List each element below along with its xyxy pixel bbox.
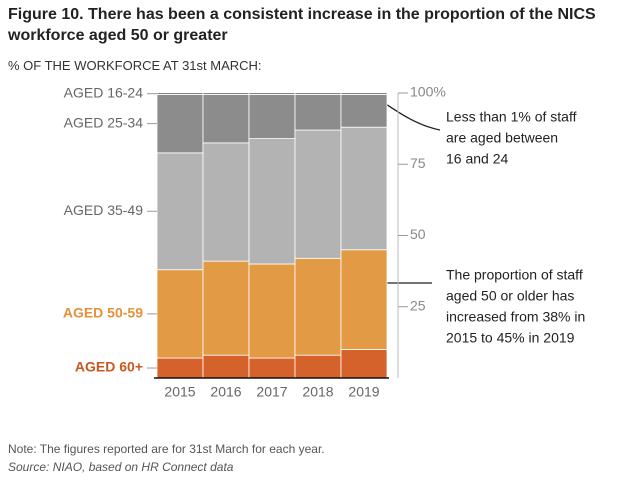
bar-segment [248, 92, 296, 95]
bar-segment [294, 92, 342, 95]
x-tick-label: 2018 [302, 384, 333, 400]
annotation: 2015 to 45% in 2019 [446, 330, 575, 346]
y-tick-label: 100% [410, 84, 446, 100]
bar-segment [294, 129, 342, 259]
annotation: are aged between [446, 130, 558, 146]
bar-segment [248, 94, 296, 140]
chart-subtitle: % OF THE WORKFORCE AT 31st MARCH: [8, 58, 262, 73]
bar-segment [340, 349, 388, 379]
bar-segment [202, 142, 250, 262]
bar-segment [294, 94, 342, 131]
bar-segment [202, 354, 250, 379]
bar-segment [202, 92, 250, 95]
bar-segment [248, 263, 296, 359]
y-tick-label: 25 [410, 297, 426, 313]
bar-segment [156, 94, 204, 154]
annotation: Less than 1% of staff [446, 109, 577, 125]
bar-segment [294, 354, 342, 379]
legend-label: AGED 50-59 [63, 305, 143, 321]
x-tick-label: 2016 [210, 384, 241, 400]
bar-segment [248, 138, 296, 265]
bar-segment [340, 94, 388, 128]
note: Note: The figures reported are for 31st … [8, 442, 325, 456]
bar-segment [340, 92, 388, 95]
annotation: The proportion of staff [446, 267, 583, 283]
source: Source: NIAO, based on HR Connect data [8, 460, 234, 474]
annotation: aged 50 or older has [446, 288, 574, 304]
bar-segment [156, 152, 204, 271]
bar-segment [340, 126, 388, 251]
bar-segment [202, 260, 250, 356]
legend-label: AGED 60+ [75, 359, 143, 375]
chart-title: Figure 10. There has been a consistent i… [8, 6, 596, 44]
bar-segment [156, 357, 204, 379]
y-tick-label: 50 [410, 226, 426, 242]
annotation: increased from 38% in [446, 309, 585, 325]
x-tick-label: 2015 [164, 384, 195, 400]
bar-segment [340, 249, 388, 350]
x-tick-label: 2017 [256, 384, 287, 400]
bar-segment [248, 357, 296, 379]
bar-segment [156, 92, 204, 95]
bar-segment [294, 257, 342, 356]
legend-label: AGED 16-24 [64, 84, 144, 100]
bar-segment [156, 269, 204, 359]
x-tick-label: 2019 [348, 384, 379, 400]
y-tick-label: 75 [410, 155, 426, 171]
annotation: 16 and 24 [446, 151, 508, 167]
legend-label: AGED 35-49 [64, 202, 144, 218]
legend-label: AGED 25-34 [64, 114, 144, 130]
bar-segment [202, 94, 250, 144]
